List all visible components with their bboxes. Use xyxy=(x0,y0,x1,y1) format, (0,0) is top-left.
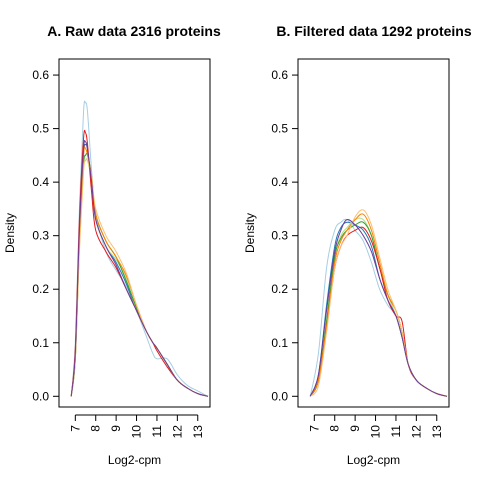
x-tick-label: 13 xyxy=(191,425,205,439)
y-tick-label: 0.1 xyxy=(271,336,288,350)
y-tick-label: 0.3 xyxy=(271,229,288,243)
x-tick-label: 9 xyxy=(348,425,362,432)
y-tick-label: 0.2 xyxy=(271,282,288,296)
density-line-sample-2 xyxy=(309,221,448,397)
x-tick-label: 12 xyxy=(170,425,184,439)
chart-title: B. Filtered data 1292 proteins xyxy=(276,23,471,39)
x-tick-label: 12 xyxy=(409,425,423,439)
y-tick-label: 0.0 xyxy=(32,389,49,403)
y-tick-label: 0.4 xyxy=(32,175,49,189)
density-line-sample-1 xyxy=(70,100,209,397)
density-line-sample-4 xyxy=(309,221,448,397)
x-axis-label: Log2-cpm xyxy=(108,453,161,467)
density-curves xyxy=(70,100,209,397)
density-line-sample-6 xyxy=(309,213,448,397)
y-tick-label: 0.5 xyxy=(32,122,49,136)
raw-data-density-panel: A. Raw data 2316 proteins 0.0 0.1 0.2 0.3 0.4… xyxy=(3,23,221,467)
y-axis-label: Density xyxy=(243,213,257,253)
x-tick-label: 13 xyxy=(430,425,444,439)
x-axis-label: Log2-cpm xyxy=(347,453,400,467)
x-tick-label: 8 xyxy=(89,425,103,432)
x-tick-label: 11 xyxy=(150,425,164,438)
x-tick-label: 10 xyxy=(369,425,383,439)
y-tick-label: 0.0 xyxy=(271,389,288,403)
x-tick-label: 7 xyxy=(307,425,321,432)
y-tick-label: 0.2 xyxy=(32,282,49,296)
density-line-sample-7 xyxy=(309,209,448,397)
density-curves xyxy=(309,209,448,397)
y-tick-label: 0.4 xyxy=(271,175,288,189)
y-tick-label: 0.5 xyxy=(271,122,288,136)
filtered-data-density-panel: B. Filtered data 1292 proteins 0.0 0.1 0.2 0… xyxy=(243,23,472,467)
x-tick-label: 7 xyxy=(68,425,82,432)
y-tick-label: 0.3 xyxy=(32,229,49,243)
y-tick-label: 0.6 xyxy=(32,68,49,82)
chart-title: A. Raw data 2316 proteins xyxy=(47,23,221,39)
density-line-sample-8 xyxy=(309,218,448,397)
plot-frame xyxy=(297,58,450,408)
y-tick-label: 0.1 xyxy=(32,336,49,350)
x-tick-label: 8 xyxy=(328,425,342,432)
y-tick-label: 0.6 xyxy=(271,68,288,82)
density-line-sample-8 xyxy=(70,139,209,397)
density-line-sample-1 xyxy=(309,218,448,397)
plot-frame xyxy=(58,58,211,408)
y-axis-label: Density xyxy=(3,213,17,253)
x-tick-label: 11 xyxy=(389,425,403,438)
x-tick-label: 9 xyxy=(109,425,123,432)
x-tick-label: 10 xyxy=(130,425,144,439)
